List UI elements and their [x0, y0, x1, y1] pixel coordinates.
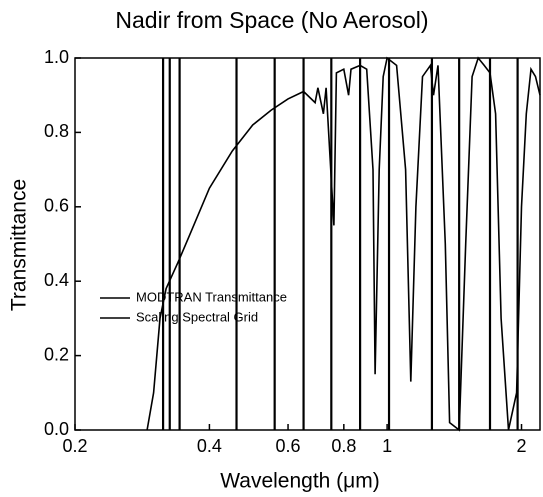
y-tick-label: 0.2 — [44, 344, 69, 364]
plot-frame — [74, 57, 541, 431]
x-tick-label: 0.4 — [197, 436, 222, 456]
x-tick-label: 2 — [517, 436, 527, 456]
y-tick-label: 0.8 — [44, 121, 69, 141]
y-tick-label: 0.4 — [44, 270, 69, 290]
legend-label: MODTRAN Transmittance — [136, 289, 287, 304]
y-tick-label: 1.0 — [44, 47, 69, 67]
legend-label: Scaling Spectral Grid — [136, 309, 258, 324]
chart-title: Nadir from Space (No Aerosol) — [115, 7, 428, 33]
y-tick-label: 0.0 — [44, 419, 69, 439]
x-tick-label: 1 — [382, 436, 392, 456]
x-tick-label: 0.6 — [276, 436, 301, 456]
x-tick-label: 0.2 — [62, 436, 87, 456]
x-tick-label: 0.8 — [331, 436, 356, 456]
y-axis-label: Transmittance — [8, 179, 31, 311]
y-tick-label: 0.6 — [44, 196, 69, 216]
transmittance-line — [146, 56, 541, 432]
x-axis-label: Wavelength (μm) — [220, 470, 380, 493]
